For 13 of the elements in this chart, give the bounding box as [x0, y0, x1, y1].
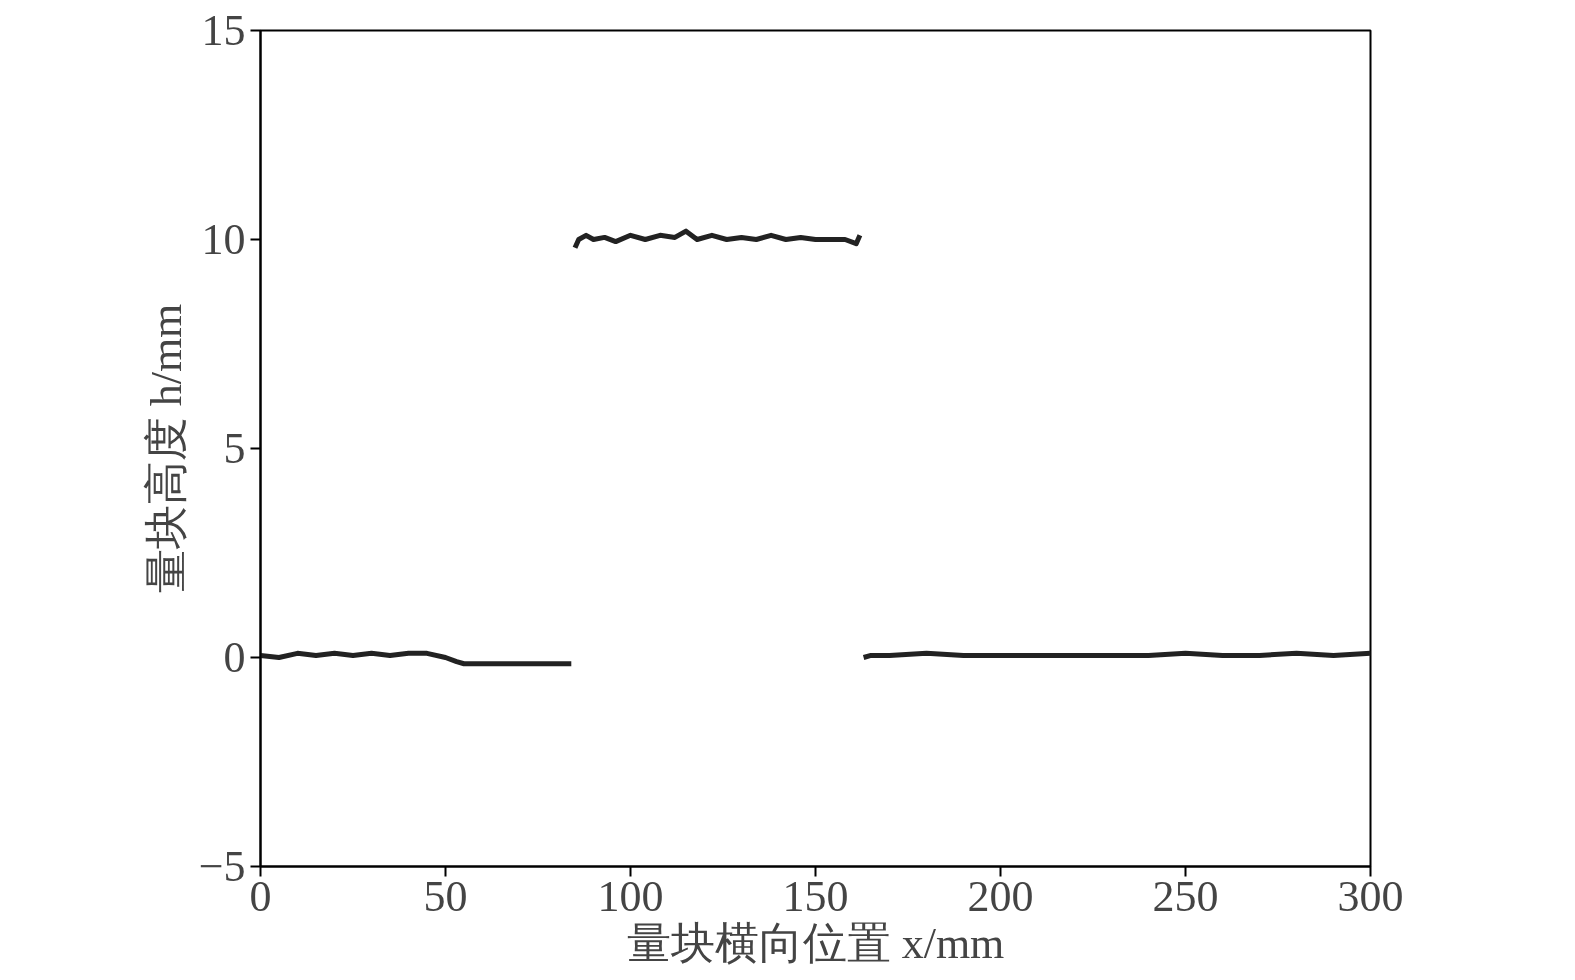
x-tick-label: 200 — [967, 871, 1034, 921]
y-tick-label: 0 — [223, 633, 246, 682]
x-tick-label: 300 — [1337, 871, 1404, 921]
x-tick-label: 50 — [423, 871, 468, 921]
x-axis-title: 量块横向位置 x/mm — [626, 918, 1005, 968]
x-tick-label: 100 — [597, 871, 664, 921]
y-tick-label: −5 — [198, 842, 246, 891]
y-tick-label: 5 — [223, 424, 246, 473]
x-tick-label: 150 — [782, 871, 849, 921]
y-tick-label: 10 — [201, 215, 246, 264]
y-axis-title: 量块高度 h/mm — [141, 303, 191, 594]
y-tick-label: 15 — [201, 6, 246, 55]
x-tick-label: 250 — [1152, 871, 1219, 921]
